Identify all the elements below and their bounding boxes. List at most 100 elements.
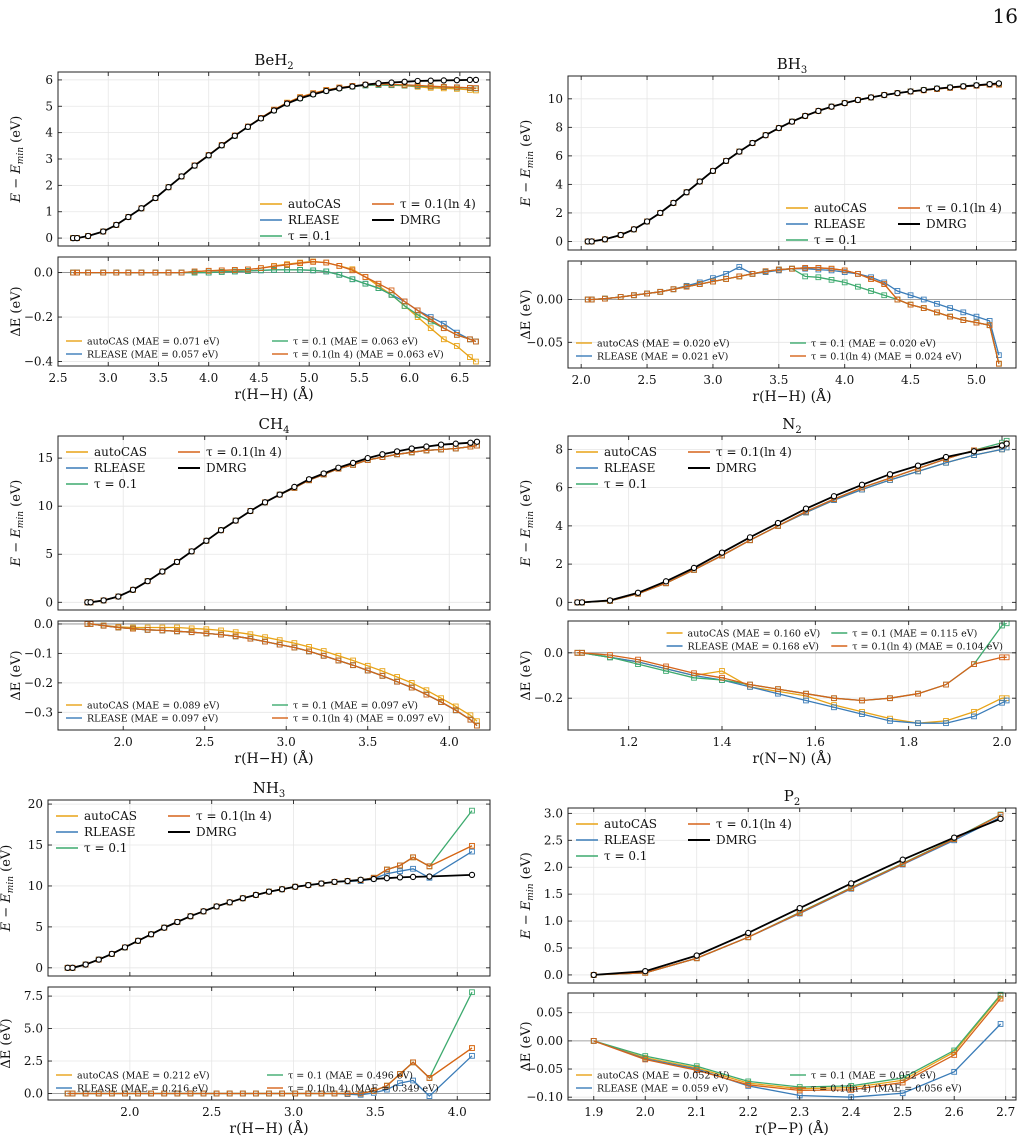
data-point bbox=[188, 629, 195, 636]
panel-top: 0.0 0.5 1.0 1.5 2.0 2.5 3.0 E − Emin (eV) autoCA… bbox=[519, 806, 1017, 984]
legend-label: τ = 0.1(ln 4) bbox=[716, 817, 792, 831]
data-point bbox=[165, 269, 172, 276]
y-tick-label: 0 bbox=[35, 961, 43, 975]
data-point bbox=[467, 716, 474, 723]
data-point bbox=[408, 684, 415, 691]
y-tick-label: −0.10 bbox=[526, 1090, 563, 1104]
data-point bbox=[881, 292, 888, 299]
legend-label: RLEASE (MAE = 0.168 eV) bbox=[688, 642, 819, 653]
data-point bbox=[122, 1090, 128, 1097]
chart-nh3: NH3 0 5 10 15 20 E − Emin (eV) autoCAS RLEASE τ =… bbox=[0, 779, 491, 1137]
data-point bbox=[130, 625, 136, 632]
data-point bbox=[662, 578, 670, 585]
data-point bbox=[191, 162, 198, 169]
data-point bbox=[915, 720, 921, 727]
data-point bbox=[642, 1053, 649, 1059]
data-point bbox=[466, 76, 474, 84]
data-point bbox=[349, 276, 356, 283]
y-tick-label: 4 bbox=[555, 519, 563, 533]
data-point bbox=[394, 678, 400, 685]
data-point bbox=[894, 296, 901, 303]
data-point bbox=[887, 695, 893, 702]
data-point bbox=[943, 720, 949, 727]
data-point bbox=[920, 305, 927, 311]
data-point bbox=[270, 107, 278, 114]
data-point bbox=[453, 332, 460, 338]
x-tick-label: 4.0 bbox=[448, 1105, 467, 1119]
data-point bbox=[831, 695, 837, 702]
data-point bbox=[87, 599, 94, 606]
data-point bbox=[986, 80, 993, 88]
data-point bbox=[134, 937, 142, 944]
legend-label: DMRG bbox=[206, 461, 247, 475]
data-point bbox=[438, 695, 444, 702]
legend-label: RLEASE bbox=[604, 461, 655, 475]
axes-frame bbox=[567, 435, 1017, 611]
legend-label: τ = 0.1 (MAE = 0.115 eV) bbox=[852, 629, 977, 640]
x-tick-label: 4.5 bbox=[901, 373, 920, 387]
data-point bbox=[828, 276, 835, 283]
data-point bbox=[469, 989, 475, 996]
data-point bbox=[87, 621, 94, 627]
data-point bbox=[187, 1090, 194, 1097]
data-point bbox=[69, 1090, 76, 1097]
data-point bbox=[278, 886, 286, 893]
data-point bbox=[427, 77, 434, 84]
y-tick-label: 8 bbox=[555, 120, 563, 134]
axes-frame bbox=[47, 799, 491, 977]
data-point bbox=[291, 483, 298, 491]
data-point bbox=[606, 597, 614, 604]
data-point bbox=[247, 635, 254, 642]
x-tick-label: 3.0 bbox=[99, 371, 118, 385]
y-tick-label: −0.05 bbox=[526, 1062, 563, 1076]
legend-top: autoCAS RLEASE τ = 0.1 τ = 0.1(ln 4) DMRG bbox=[576, 817, 792, 863]
data-point bbox=[305, 476, 313, 483]
data-point bbox=[886, 471, 894, 478]
y-axis-label: ΔE (eV) bbox=[519, 289, 534, 339]
x-tick-label: 2.3 bbox=[790, 1105, 809, 1119]
data-point bbox=[469, 1052, 475, 1059]
series-line-0-1-ln-4 bbox=[67, 845, 473, 969]
data-point bbox=[960, 309, 967, 316]
chart-title: CH4 bbox=[259, 415, 290, 436]
data-point bbox=[152, 194, 159, 202]
data-point bbox=[297, 260, 303, 267]
data-point bbox=[683, 283, 690, 290]
data-point bbox=[997, 1021, 1004, 1027]
data-point bbox=[815, 274, 822, 281]
y-axis-label: E − Emin (eV) bbox=[9, 480, 26, 568]
data-point bbox=[258, 265, 264, 271]
data-point bbox=[427, 325, 434, 332]
y-tick-label: −0.2 bbox=[24, 676, 53, 690]
data-point bbox=[690, 564, 698, 572]
legend-label: τ = 0.1 bbox=[604, 477, 647, 491]
data-point bbox=[161, 924, 168, 931]
data-point bbox=[82, 1090, 89, 1097]
data-point bbox=[292, 883, 299, 890]
data-point bbox=[113, 221, 120, 229]
data-point bbox=[453, 77, 460, 84]
data-point bbox=[997, 815, 1004, 822]
y-tick-label: 1.5 bbox=[544, 887, 563, 901]
data-point bbox=[203, 630, 210, 637]
y-tick-label: −0.05 bbox=[526, 335, 563, 349]
data-point bbox=[178, 269, 185, 276]
data-point bbox=[803, 697, 809, 704]
data-point bbox=[960, 83, 967, 90]
data-point bbox=[986, 322, 993, 329]
data-point bbox=[920, 86, 927, 94]
x-tick-label: 2.0 bbox=[636, 1105, 655, 1119]
data-point bbox=[401, 78, 408, 85]
data-point bbox=[997, 991, 1004, 998]
y-tick-label: −0.1 bbox=[24, 646, 53, 660]
x-axis-label: r(H−H) (Å) bbox=[234, 749, 313, 767]
legend-top: autoCAS RLEASE τ = 0.1 τ = 0.1(ln 4) DMRG bbox=[56, 809, 272, 855]
panel-top: 0 1 2 3 4 5 6 E − Emin (eV) autoCAS RLEASE τ = 0.1… bbox=[9, 71, 491, 247]
data-point bbox=[602, 295, 608, 302]
legend-label: RLEASE bbox=[288, 213, 339, 227]
panel-top: 0 2 4 6 8 10 E − Emin (eV) autoCAS RLEASE τ = 0.1… bbox=[519, 75, 1017, 251]
data-point bbox=[670, 199, 677, 207]
data-point bbox=[841, 99, 848, 107]
legend-label: autoCAS bbox=[604, 445, 657, 459]
data-point bbox=[802, 264, 809, 271]
